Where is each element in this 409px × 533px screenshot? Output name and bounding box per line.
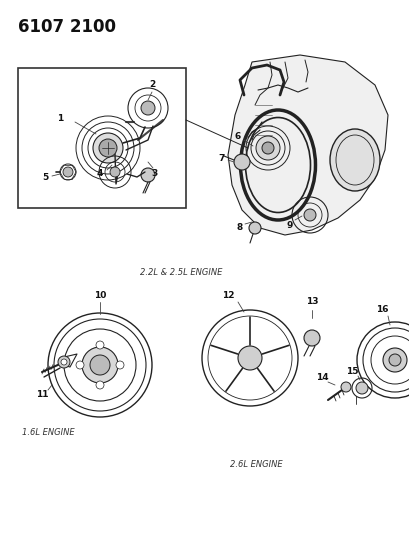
Circle shape [93, 133, 123, 163]
Circle shape [234, 154, 249, 170]
Circle shape [96, 381, 104, 389]
Circle shape [303, 330, 319, 346]
Text: 12: 12 [221, 290, 234, 300]
Circle shape [82, 347, 118, 383]
Circle shape [141, 168, 155, 182]
Text: 7: 7 [218, 154, 225, 163]
Text: 2: 2 [148, 79, 155, 88]
Text: 6107 2100: 6107 2100 [18, 18, 116, 36]
Circle shape [96, 341, 104, 349]
Circle shape [388, 354, 400, 366]
Circle shape [141, 101, 155, 115]
Bar [18, 68, 186, 208]
Text: 15: 15 [345, 367, 357, 376]
Circle shape [248, 222, 261, 234]
Ellipse shape [329, 129, 379, 191]
Circle shape [110, 167, 120, 177]
Circle shape [63, 167, 73, 177]
Circle shape [116, 361, 124, 369]
Polygon shape [227, 55, 387, 235]
Circle shape [303, 209, 315, 221]
Text: 9: 9 [286, 221, 292, 230]
Text: 11: 11 [36, 391, 48, 400]
Text: 16: 16 [375, 305, 387, 314]
Text: 13: 13 [305, 297, 317, 306]
Text: 5: 5 [42, 174, 48, 182]
Text: 1: 1 [57, 114, 63, 123]
Circle shape [340, 382, 350, 392]
Circle shape [237, 346, 261, 370]
Text: 4: 4 [97, 168, 103, 177]
Text: 6: 6 [234, 132, 240, 141]
Text: 10: 10 [94, 290, 106, 300]
Circle shape [76, 361, 84, 369]
Circle shape [261, 142, 273, 154]
Text: 8: 8 [236, 223, 243, 232]
Text: 2.6L ENGINE: 2.6L ENGINE [229, 460, 282, 469]
Text: 14: 14 [315, 374, 328, 383]
Text: 3: 3 [151, 169, 158, 179]
Circle shape [382, 348, 406, 372]
Circle shape [58, 356, 70, 368]
Circle shape [61, 359, 67, 365]
Text: 2.2L & 2.5L ENGINE: 2.2L & 2.5L ENGINE [139, 268, 222, 277]
Circle shape [355, 382, 367, 394]
Circle shape [255, 136, 279, 160]
Circle shape [99, 139, 117, 157]
Text: 1.6L ENGINE: 1.6L ENGINE [22, 428, 74, 437]
Circle shape [90, 355, 110, 375]
